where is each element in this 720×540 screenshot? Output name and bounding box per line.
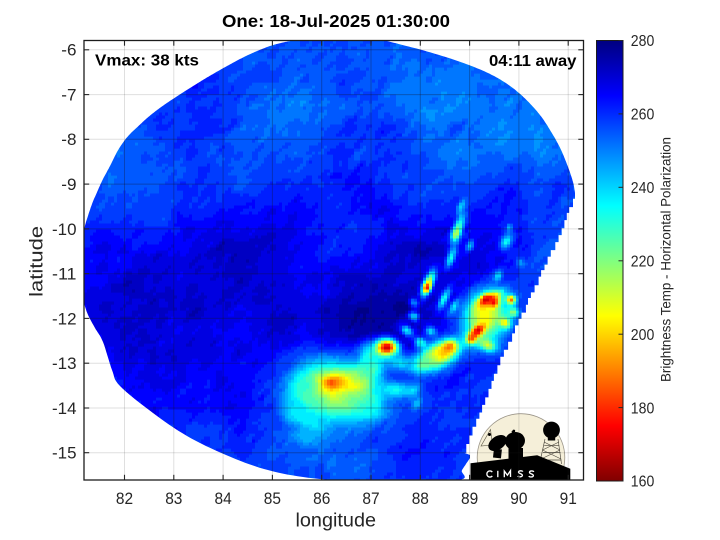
svg-text:83: 83 [165,490,182,508]
svg-text:160: 160 [631,474,655,491]
svg-text:latitude: latitude [27,226,47,297]
svg-text:90: 90 [510,490,527,508]
svg-text:longitude: longitude [296,511,377,532]
svg-text:82: 82 [116,490,133,508]
svg-text:-8: -8 [61,131,76,149]
svg-text:-10: -10 [52,221,77,239]
svg-text:-11: -11 [52,266,77,284]
svg-text:-6: -6 [61,42,76,60]
svg-text:Vmax: 38 kts: Vmax: 38 kts [95,53,199,70]
svg-text:91: 91 [560,490,577,508]
svg-text:86: 86 [313,490,330,508]
svg-text:220: 220 [631,253,655,270]
svg-text:Brightness Temp - Horizontal P: Brightness Temp - Horizontal Polarizatio… [658,137,674,382]
svg-text:88: 88 [412,490,429,508]
svg-text:240: 240 [631,180,655,197]
svg-text:04:11 away: 04:11 away [489,53,577,70]
svg-text:200: 200 [631,327,655,344]
svg-text:One: 18-Jul-2025 01:30:00: One: 18-Jul-2025 01:30:00 [222,11,450,31]
svg-text:180: 180 [631,400,655,417]
svg-text:-9: -9 [61,176,76,194]
svg-text:-14: -14 [52,400,77,418]
svg-text:84: 84 [215,490,232,508]
svg-text:280: 280 [631,33,655,50]
svg-text:260: 260 [631,107,655,124]
svg-text:89: 89 [461,490,478,508]
svg-text:-7: -7 [61,87,76,105]
svg-text:85: 85 [264,490,281,508]
svg-text:-12: -12 [52,310,77,328]
svg-text:87: 87 [362,490,379,508]
svg-text:-13: -13 [52,355,77,373]
svg-text:-15: -15 [52,445,77,463]
